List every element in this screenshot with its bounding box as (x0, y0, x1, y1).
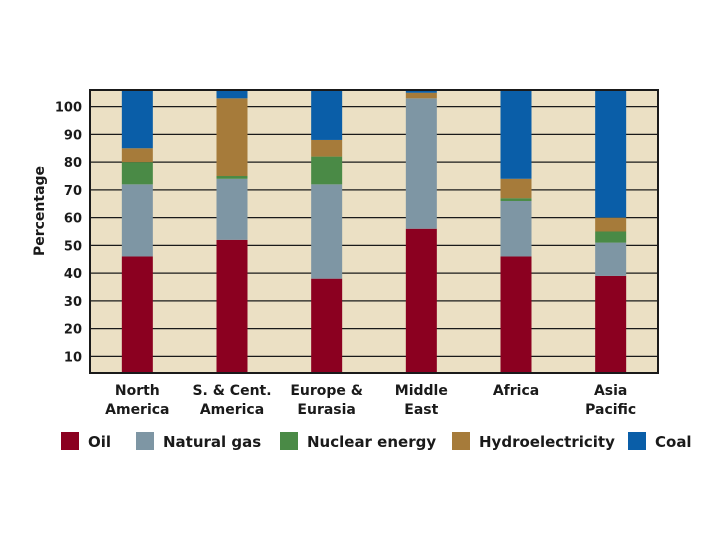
legend-label: Nuclear energy (307, 433, 436, 451)
legend-swatch (136, 432, 154, 450)
bar-segment-natural-gas (500, 200, 532, 257)
bar-segment-nuclear-energy (216, 176, 248, 179)
bar-segment-nuclear-energy (595, 231, 627, 243)
bar-segment-oil (500, 256, 532, 373)
y-tick-label: 10 (64, 350, 82, 365)
bar-segment-coal (216, 90, 248, 99)
bar-segment-oil (595, 275, 627, 373)
bar-segment-hydroelectricity (500, 178, 532, 199)
legend-swatch (452, 432, 470, 450)
bar-segment-coal (121, 90, 153, 149)
bar-segment-natural-gas (405, 98, 437, 229)
x-category-label: East (404, 402, 438, 418)
x-category-label: Eurasia (297, 402, 355, 418)
y-tick-label: 30 (64, 295, 82, 310)
bar-segment-oil (311, 278, 343, 373)
bar-segment-natural-gas (216, 178, 248, 240)
x-category-label: S. & Cent. (192, 383, 271, 399)
legend-label: Hydroelectricity (479, 433, 615, 451)
y-tick-label: 50 (64, 239, 82, 254)
x-category-label: Middle (395, 383, 448, 399)
y-tick-label: 20 (64, 323, 82, 338)
bar-segment-nuclear-energy (500, 198, 532, 201)
y-tick-label: 60 (64, 212, 82, 227)
y-tick-label: 70 (64, 184, 82, 199)
legend-swatch (61, 432, 79, 450)
y-tick-label: 40 (64, 267, 82, 282)
x-category-label: America (105, 402, 169, 418)
bar-segment-hydroelectricity (595, 217, 627, 232)
bar-segment-oil (405, 228, 437, 373)
bar-segment-oil (121, 256, 153, 373)
legend-swatch (628, 432, 646, 450)
bar-segment-hydroelectricity (121, 148, 153, 163)
bar-segment-natural-gas (311, 184, 343, 279)
bar-segment-coal (311, 90, 343, 140)
bar-segment-hydroelectricity (216, 98, 248, 177)
x-category-label: Europe & (290, 383, 363, 399)
legend: Oil Natural gas Nuclear energy Hydroelectri… (61, 432, 692, 451)
bar-segment-hydroelectricity (311, 139, 343, 157)
bar-segment-coal (405, 90, 437, 93)
x-category-label: America (200, 402, 264, 418)
x-category-label: North (115, 383, 160, 399)
x-category-labels: North America S. & Cent. America Europe & Eur… (105, 383, 636, 418)
gridlines (90, 105, 658, 358)
legend-label: Coal (655, 433, 692, 451)
y-tick-label: 90 (64, 128, 82, 143)
bar-segment-oil (216, 239, 248, 373)
bar-segment-coal (500, 90, 532, 179)
legend-label: Oil (88, 433, 111, 451)
x-category-label: Asia (594, 383, 627, 399)
x-category-label: Pacific (585, 402, 636, 418)
y-tick-label: 100 (55, 101, 82, 116)
x-category-label: Africa (493, 383, 539, 399)
y-tick-labels: 10 20 30 40 50 60 70 80 90 100 (55, 101, 82, 366)
bars (121, 90, 627, 373)
plot-background (90, 90, 658, 373)
bar-segment-coal (595, 90, 627, 218)
bar-segment-nuclear-energy (311, 156, 343, 185)
bar-segment-hydroelectricity (405, 92, 437, 99)
y-tick-label: 80 (64, 156, 82, 171)
bar-segment-natural-gas (121, 184, 153, 257)
legend-swatch (280, 432, 298, 450)
y-axis-label: Percentage (32, 166, 48, 256)
bar-segment-nuclear-energy (121, 162, 153, 185)
plot-frame (89, 89, 659, 374)
legend-label: Natural gas (163, 433, 261, 451)
bar-segment-natural-gas (595, 242, 627, 276)
